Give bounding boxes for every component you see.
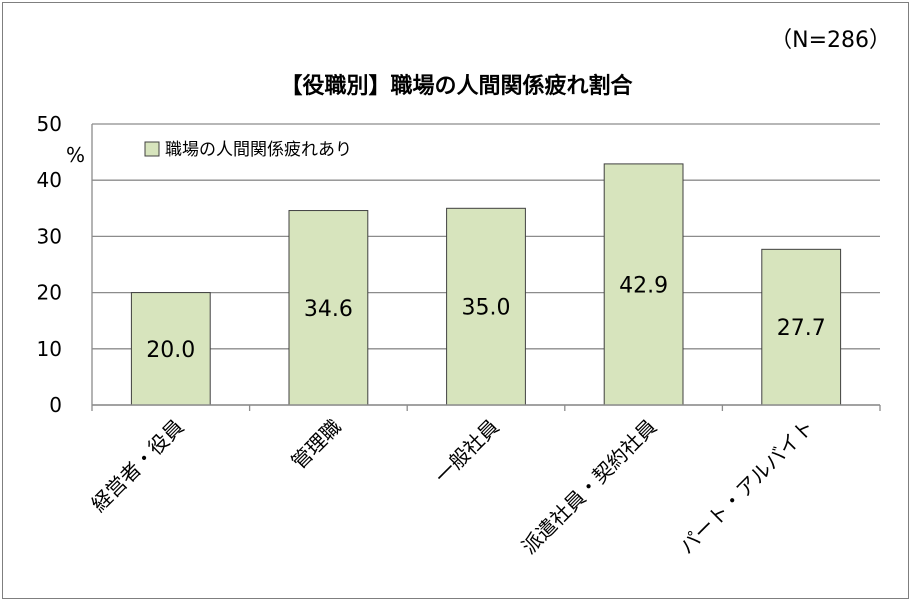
bar-2 (446, 207, 526, 406)
y-tick-label: 40 (37, 168, 62, 192)
category-label: 派遣社員・契約社員 (517, 415, 661, 559)
category-label: 一般社員 (430, 415, 504, 489)
y-tick-label: 20 (37, 281, 62, 305)
category-label: 経営者・役員 (87, 415, 189, 517)
chart-title: 【役職別】職場の人間関係疲れ割合 (280, 74, 633, 99)
bars (130, 163, 842, 406)
data-label: 34.6 (304, 297, 353, 322)
value-labels: 20.0 34.6 35.0 42.9 27.7 (146, 273, 825, 362)
legend-swatch (144, 141, 160, 157)
category-label: パート・アルバイト (675, 415, 819, 559)
legend-label: 職場の人間関係疲れあり (165, 140, 352, 160)
category-label: 管理職 (287, 415, 346, 474)
y-tick-label: 50 (37, 112, 62, 136)
data-label: 27.7 (777, 316, 826, 341)
data-label: 20.0 (146, 338, 195, 363)
legend: 職場の人間関係疲れあり (144, 140, 352, 160)
y-axis-unit: % (66, 143, 85, 167)
bar-3 (603, 163, 684, 406)
category-labels: 経営者・役員 管理職 一般社員 派遣社員・契約社員 パート・アルバイト (87, 415, 819, 559)
bar-4 (761, 248, 842, 406)
y-axis-ticks: 0 10 20 30 40 50 (37, 112, 62, 417)
data-label: 35.0 (462, 296, 511, 321)
sample-size-note: （N=286） (770, 28, 891, 53)
bar-0 (130, 292, 211, 406)
x-axis (91, 404, 881, 411)
y-tick-label: 30 (37, 224, 62, 248)
data-label: 42.9 (619, 273, 668, 298)
y-tick-label: 0 (49, 393, 62, 417)
y-tick-label: 10 (37, 337, 62, 361)
